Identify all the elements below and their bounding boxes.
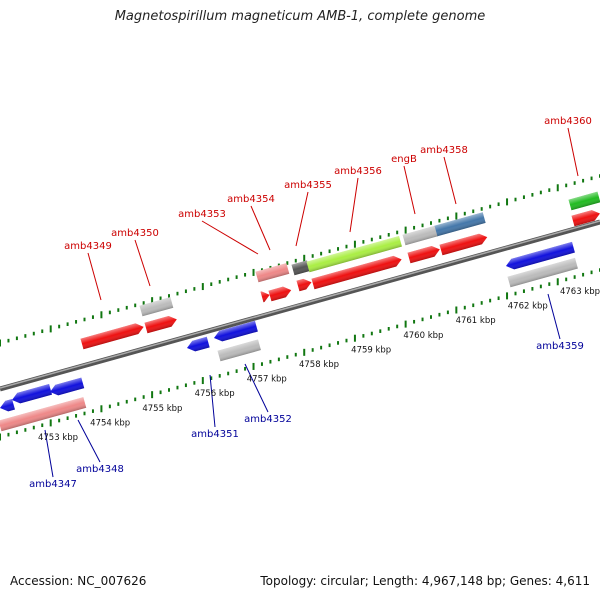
label-amb4356: amb4356 [334,166,382,177]
gene-amb4348[interactable] [0,397,87,432]
label-amb4349: amb4349 [64,241,112,252]
kbp-label: 4763 kbp [560,287,600,297]
gene-amb4354a[interactable] [260,290,272,303]
gene-amb4358[interactable] [434,212,486,237]
gene-amb4350[interactable] [144,314,179,334]
kbp-labels: 4753 kbp 4754 kbp 4755 kbp 4756 kbp 4757 kbp… [38,287,600,443]
leader-engB [403,165,416,215]
leader-amb4354 [250,205,271,251]
gene-amb4356b[interactable] [311,254,404,290]
leader-amb4349 [87,252,102,301]
gene-amb4359[interactable] [505,241,575,271]
label-engB: engB [391,154,417,165]
kbp-label: 4758 kbp [299,360,339,370]
gene-labels: amb4349amb4350amb4353amb4354amb4355amb43… [29,116,592,490]
kbp-label: 4756 kbp [195,389,235,399]
label-amb4352: amb4352 [244,414,292,425]
leader-amb4352 [244,363,269,413]
gene-track[interactable] [0,191,600,432]
kbp-label: 4762 kbp [508,302,548,312]
chromosome-backbone [0,219,600,392]
gene-amb4358b[interactable] [439,232,489,256]
gene-engB-b[interactable] [407,244,442,264]
gene-amb4347[interactable] [11,383,53,405]
gene-amb4349[interactable] [80,322,146,350]
leader-amb4356 [349,177,359,233]
label-amb4359: amb4359 [536,341,584,352]
kbp-label: 4760 kbp [403,331,443,341]
leader-amb4350 [134,239,151,287]
gene-amb4352a[interactable] [213,320,258,343]
topology-summary: Topology: circular; Length: 4,967,148 bp… [260,574,590,588]
kbp-label: 4755 kbp [142,404,182,414]
genome-title: Magnetospirillum magneticum AMB-1, compl… [114,9,486,24]
leader-amb4355 [295,191,309,247]
gene-amb4351[interactable] [186,336,210,353]
accession-text: Accession: NC_007626 [10,574,147,588]
gene-amb4355b[interactable] [296,277,313,292]
gene-engB[interactable] [402,225,439,246]
label-amb4351: amb4351 [191,429,239,440]
gene-amb4360[interactable] [568,191,600,211]
kbp-label: 4759 kbp [351,345,391,355]
gene-amb4353[interactable] [255,263,290,283]
leader-amb4351 [209,374,216,428]
kbp-label: 4757 kbp [247,375,287,385]
gene-amb4355[interactable] [291,260,310,276]
label-amb4354: amb4354 [227,194,275,205]
gene-amb4360b[interactable] [571,208,600,227]
tick-marks [0,174,600,441]
leader-amb4353 [201,220,259,255]
leader-amb4358 [443,156,457,205]
label-amb4353: amb4353 [178,209,226,220]
leader-amb4359 [547,293,561,340]
label-amb4348: amb4348 [76,464,124,475]
leader-amb4360 [567,127,579,177]
leader-amb4347 [44,429,54,478]
gene-amb4356[interactable] [306,235,402,273]
kbp-label: 4753 kbp [38,433,78,443]
label-amb4360: amb4360 [544,116,592,127]
leader-amb4348 [77,419,101,463]
label-leaders [44,127,579,478]
label-amb4358: amb4358 [420,145,468,156]
gene-amb4354[interactable] [268,285,293,302]
kbp-label: 4754 kbp [90,418,130,428]
gene-amb4359b[interactable] [507,257,578,288]
label-amb4355: amb4355 [284,180,332,191]
gene-amb4350-alt[interactable] [139,297,174,317]
gene-amb4346[interactable] [0,398,15,413]
kbp-label: 4761 kbp [456,316,496,326]
gene-amb4352[interactable] [217,339,261,362]
label-amb4350: amb4350 [111,228,159,239]
gene-amb4348a[interactable] [49,377,85,398]
label-amb4347: amb4347 [29,479,77,490]
